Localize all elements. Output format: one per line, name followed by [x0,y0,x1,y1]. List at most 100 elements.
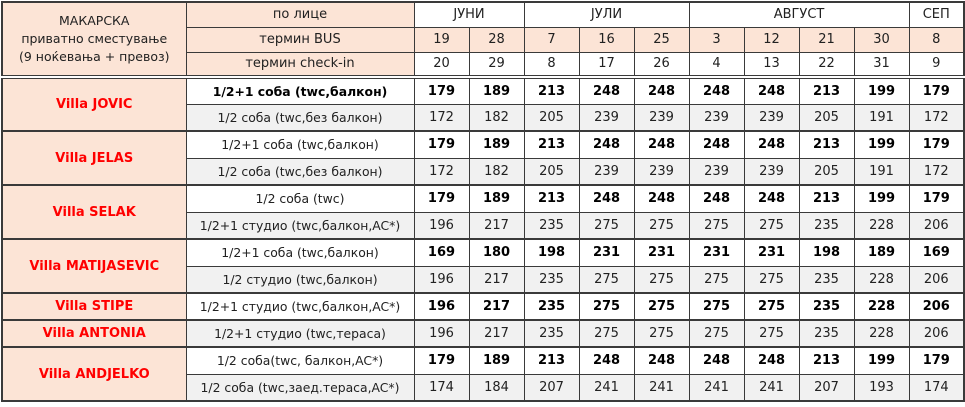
checkin-date-cell: 9 [908,51,965,79]
price-cell: 191 [853,103,910,132]
price-cell: 191 [853,157,910,186]
checkin-date-cell: 17 [578,51,635,79]
price-cell: 189 [468,346,525,375]
bus-date-cell: 16 [578,26,635,53]
price-cell: 228 [853,319,910,348]
price-cell: 248 [578,130,635,159]
price-cell: 231 [688,238,745,267]
price-row: Villa MATIJASEVIC 1/2+1 соба (twc,балкон)… [1,238,965,294]
price-cell: 235 [523,211,580,240]
header-bus-row: термин BUS 19 28 7 16 25 3 12 21 30 8 [2,26,965,53]
price-cell: 179 [908,184,965,213]
price-cell: 239 [743,157,800,186]
price-cell: 172 [908,157,965,186]
price-cell: 179 [908,130,965,159]
price-cell: 172 [413,157,470,186]
price-cell: 213 [798,76,855,105]
price-row: Villa SELAK 1/2 соба (twc) 179 189 213 248 248… [1,184,965,240]
price-cell: 207 [523,373,580,402]
price-cell: 275 [633,319,690,348]
price-cell: 275 [578,211,635,240]
price-cell: 189 [468,130,525,159]
room-type: 1/2+1 студио (twc,тераса) [185,319,415,348]
price-cell: 248 [633,130,690,159]
price-cell: 169 [413,238,470,267]
checkin-date-cell: 22 [798,51,855,79]
price-cell: 239 [633,103,690,132]
bus-date-cell: 28 [468,26,525,53]
price-row: Villa JOVIC 1/2+1 соба (twc,балкон) 179 189… [1,76,965,132]
price-cell: 206 [908,319,965,348]
price-cell: 228 [853,265,910,294]
price-cell: 196 [413,265,470,294]
price-cell: 231 [743,238,800,267]
price-cell: 193 [853,373,910,402]
price-cell: 169 [908,238,965,267]
price-row: 1/2 соба (twc,без балкон) 172 182 205 239 239… [2,157,965,186]
room-type: 1/2 соба (twc) [185,184,415,213]
price-cell: 213 [523,346,580,375]
price-cell: 217 [468,265,525,294]
price-cell: 228 [853,211,910,240]
price-cell: 196 [413,319,470,348]
price-cell: 235 [798,265,855,294]
price-cell: 241 [633,373,690,402]
room-type: 1/2 соба (twc,без балкон) [185,103,415,132]
table-title-cell: МАКАРСКА приватно сместување (9 ноќевања +… [1,1,187,79]
price-cell: 239 [688,157,745,186]
price-cell: 205 [798,103,855,132]
villa-name: Villa ANTONIA [1,319,187,348]
price-cell: 275 [633,211,690,240]
price-cell: 248 [743,76,800,105]
price-cell: 248 [633,346,690,375]
price-cell: 275 [578,292,635,321]
price-cell: 231 [578,238,635,267]
table-body: Villa JOVIC 1/2+1 соба (twc,балкон) 179 189… [1,76,965,402]
price-cell: 239 [578,157,635,186]
room-type: 1/2+1 студио (twc,балкон,AC*) [185,292,415,321]
price-cell: 248 [688,130,745,159]
price-cell: 228 [853,292,910,321]
month-header: ЈУНИ [413,1,525,28]
header-checkin-row: термин check-in 20 29 8 17 26 4 13 22 31 9 [2,51,965,79]
room-type: 1/2+1 соба (twc,балкон) [185,238,415,267]
price-cell: 235 [523,292,580,321]
price-cell: 275 [633,292,690,321]
title-line: (9 ноќевања + превоз) [18,49,170,65]
checkin-date-cell: 26 [633,51,690,79]
checkin-date-cell: 4 [688,51,745,79]
price-cell: 213 [798,346,855,375]
price-cell: 241 [688,373,745,402]
room-type: 1/2+1 студио (twc,балкон,AC*) [185,211,415,240]
price-cell: 248 [743,130,800,159]
price-cell: 248 [633,76,690,105]
price-cell: 217 [468,211,525,240]
bus-date-cell: 19 [413,26,470,53]
title-line: приватно сместување [21,30,168,46]
price-cell: 235 [798,319,855,348]
room-type: 1/2 соба(twc, балкон,AC*) [185,346,415,375]
checkin-date-cell: 20 [413,51,470,79]
price-cell: 231 [633,238,690,267]
price-cell: 213 [523,76,580,105]
price-cell: 275 [633,265,690,294]
price-cell: 275 [688,292,745,321]
price-cell: 179 [908,76,965,105]
price-cell: 248 [578,184,635,213]
price-cell: 213 [798,130,855,159]
price-cell: 275 [578,319,635,348]
price-cell: 172 [908,103,965,132]
price-cell: 189 [468,76,525,105]
price-cell: 206 [908,265,965,294]
bus-row-label: термин BUS [185,26,415,53]
villa-name: Villa SELAK [1,184,187,240]
price-cell: 235 [523,265,580,294]
price-row: Villa STIPE 1/2+1 студио (twc,балкон,AC*)… [1,292,965,321]
bus-date-cell: 25 [633,26,690,53]
villa-name: Villa ANDJELKO [1,346,187,402]
price-cell: 248 [688,184,745,213]
price-cell: 207 [798,373,855,402]
per-person-label: по лице [185,1,415,28]
bus-date-cell: 8 [908,26,965,53]
price-cell: 213 [523,130,580,159]
